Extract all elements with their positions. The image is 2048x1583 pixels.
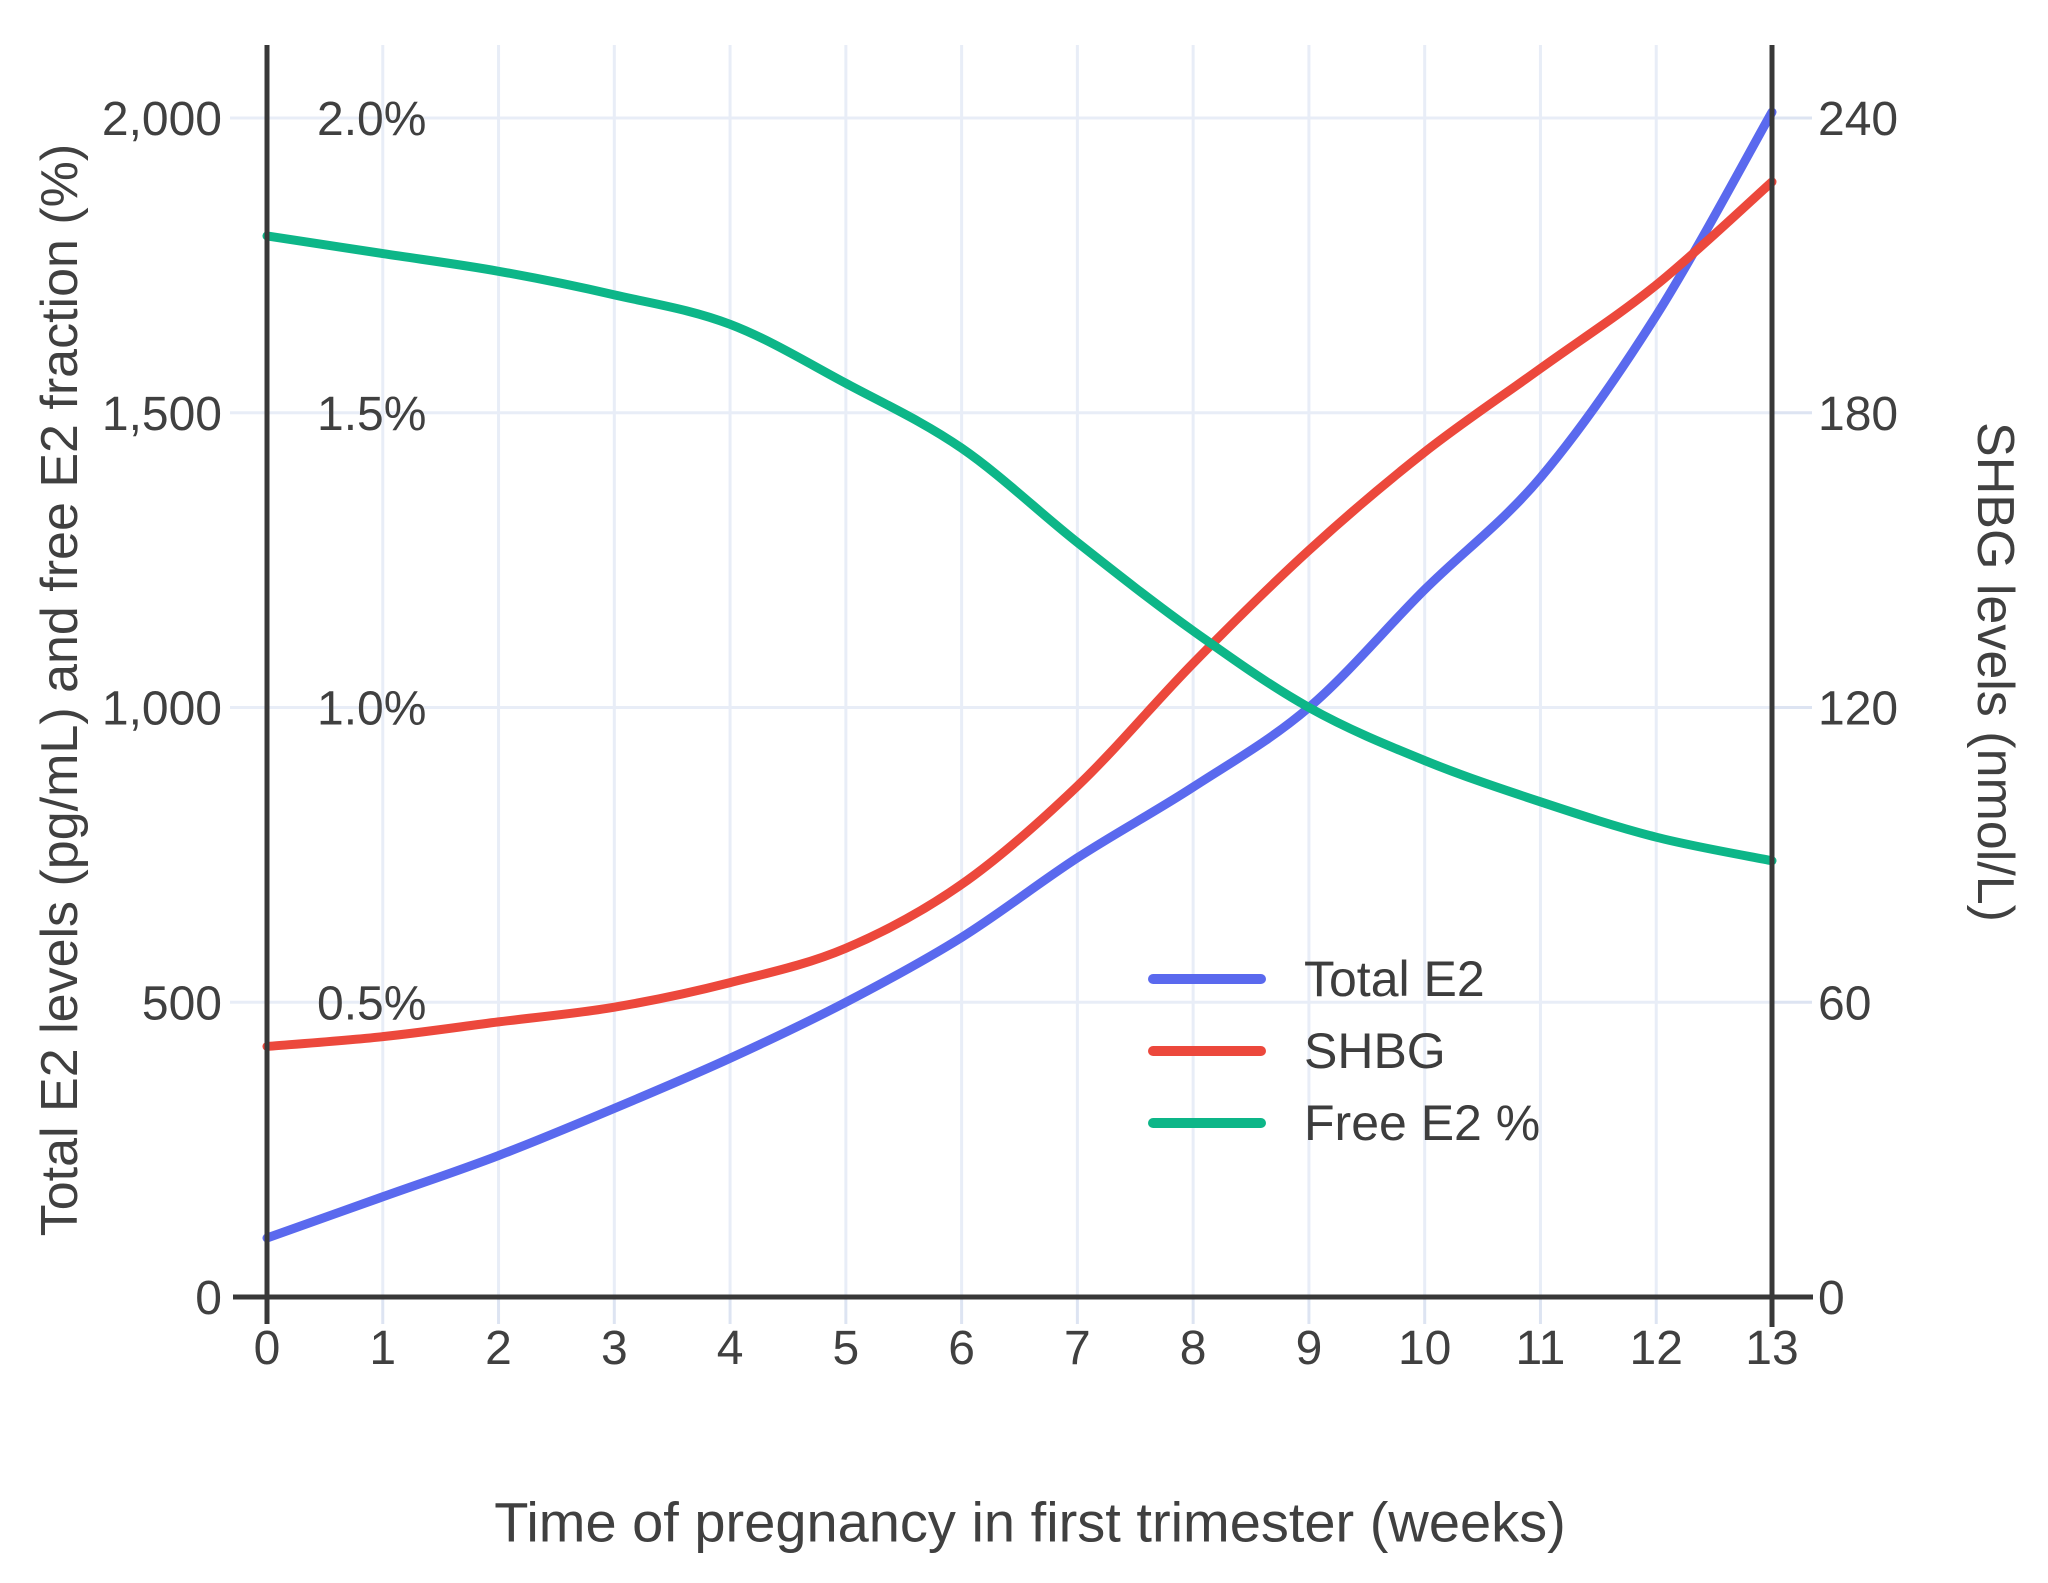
y-right-tick-label: 120 [1818, 683, 1898, 736]
legend-label-shbg: SHBG [1304, 1023, 1446, 1079]
y-left-percent-tick-label: 0.5% [317, 977, 426, 1030]
series-line-shbg [262, 177, 1777, 1051]
x-tick-label: 5 [832, 1322, 859, 1375]
y-left-tick-label: 1,500 [102, 388, 222, 441]
x-tick-label: 10 [1398, 1322, 1451, 1375]
legend-label-total-e2: Total E2 [1304, 951, 1485, 1007]
y-left-percent-tick-label: 2.0% [317, 93, 426, 146]
y-left-percent-tick-label: 1.5% [317, 388, 426, 441]
series-line-free-e2- [262, 231, 1777, 866]
legend-swatch-shbg [1148, 1046, 1266, 1056]
x-tick-label: 12 [1630, 1322, 1683, 1375]
x-tick-label: 2 [485, 1322, 512, 1375]
x-tick-label: 0 [254, 1322, 281, 1375]
legend-item-shbg: SHBG [1148, 1015, 1540, 1087]
legend: Total E2 SHBG Free E2 % [1148, 943, 1540, 1159]
x-tick-label: 4 [717, 1322, 744, 1375]
legend-item-free-e2: Free E2 % [1148, 1087, 1540, 1159]
legend-label-free-e2: Free E2 % [1304, 1095, 1541, 1151]
y-left-percent-tick-label: 1.0% [317, 683, 426, 736]
y-left-tick-label: 1,000 [102, 683, 222, 736]
x-tick-label: 13 [1745, 1322, 1798, 1375]
y-axis-title-right: SHBG levels (nmol/L) [1966, 422, 2024, 922]
x-tick-label: 1 [369, 1322, 396, 1375]
x-tick-label: 8 [1180, 1322, 1207, 1375]
series-line-total-e2 [262, 107, 1777, 1243]
x-tick-label: 3 [601, 1322, 628, 1375]
y-right-tick-label: 0 [1818, 1272, 1845, 1325]
y-left-tick-label: 0 [195, 1272, 222, 1325]
x-tick-label: 9 [1296, 1322, 1323, 1375]
x-tick-label: 7 [1064, 1322, 1091, 1375]
y-right-tick-label: 180 [1818, 388, 1898, 441]
y-left-tick-label: 500 [142, 977, 222, 1030]
y-left-tick-label: 2,000 [102, 93, 222, 146]
x-tick-label: 6 [948, 1322, 975, 1375]
legend-swatch-total-e2 [1148, 974, 1266, 984]
x-axis-title: Time of pregnancy in first trimester (we… [494, 1490, 1566, 1554]
legend-swatch-free-e2 [1148, 1118, 1266, 1128]
y-right-tick-label: 60 [1818, 977, 1871, 1030]
y-right-tick-label: 240 [1818, 93, 1898, 146]
legend-item-total-e2: Total E2 [1148, 943, 1540, 1015]
y-axis-title-left: Total E2 levels (pg/mL) and free E2 frac… [31, 143, 89, 1237]
x-tick-label: 11 [1516, 1322, 1566, 1375]
